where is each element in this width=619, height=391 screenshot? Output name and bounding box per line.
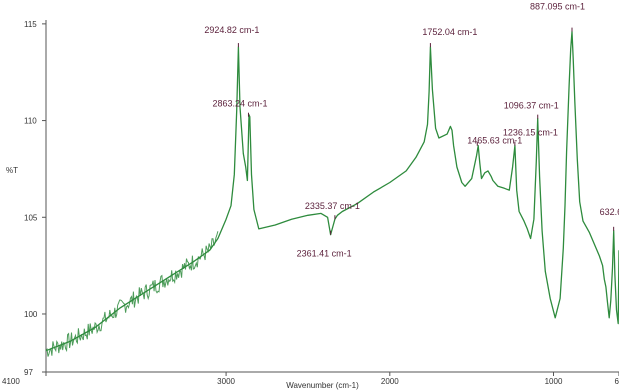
- spectrum-noise-trace: [45, 231, 219, 357]
- x-tick-label: 2000: [381, 377, 399, 386]
- y-tick-label: 115: [24, 20, 37, 29]
- annotation-layer: 2924.82 cm-1 2863.24 cm-1 2335.37 cm-1 2361…: [204, 2, 619, 259]
- peak-label: 2863.24 cm-1: [212, 99, 267, 109]
- peak-label: 1096.37 cm-1: [504, 101, 559, 111]
- x-tick-label: 4100: [2, 377, 20, 386]
- x-tick-label: 1000: [545, 377, 563, 386]
- peak-label: 1465.63 cm-1: [467, 136, 522, 146]
- peak-label: 887.095 cm-1: [530, 2, 585, 12]
- x-tick-label: 3000: [217, 377, 235, 386]
- peak-label: 1236.15 cm-1: [503, 128, 558, 138]
- x-tick-label: 6: [615, 377, 619, 386]
- x-axis-label: Wavenumber (cm-1): [286, 381, 359, 390]
- peak-label: 632.63: [600, 207, 619, 217]
- peak-label: 2335.37 cm-1: [305, 201, 360, 211]
- y-axis-label: %T: [6, 166, 18, 175]
- y-tick-label: 105: [24, 213, 38, 222]
- peak-label: 2924.82 cm-1: [204, 25, 259, 35]
- y-tick-label: 100: [24, 310, 38, 319]
- y-tick-label: 97: [24, 368, 33, 377]
- y-tick-label: 110: [24, 117, 37, 126]
- axes: 115 110 105 100 97 4100 3000 2000 1000 6: [2, 20, 619, 386]
- series-layer: [45, 30, 619, 357]
- peak-label: 1752.04 cm-1: [422, 27, 477, 37]
- peak-label: 2361.41 cm-1: [297, 249, 352, 259]
- spectrum-series-line: [45, 30, 619, 352]
